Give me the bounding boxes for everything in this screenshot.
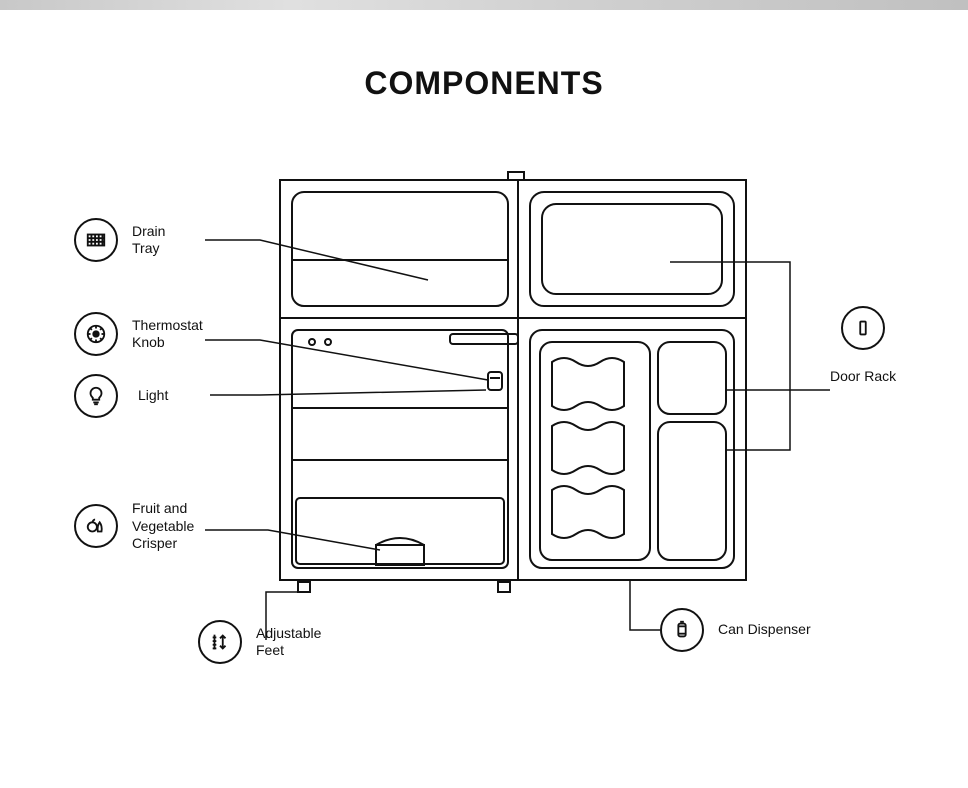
page-title: COMPONENTS [0,65,968,102]
feet-label: Adjustable Feet [256,625,321,660]
top-strip [0,0,968,10]
can-icon [660,608,704,652]
height-arrows-icon [198,620,242,664]
tall-rect-icon [841,306,885,350]
callout-can-dispenser: Can Dispenser [660,608,811,652]
callout-feet: Adjustable Feet [198,620,321,664]
drain-tray-label: Drain Tray [132,223,165,258]
callout-crisper: Fruit and Vegetable Crisper [74,500,194,553]
can-dispenser-label: Can Dispenser [718,621,811,639]
callout-drain-tray: Drain Tray [74,218,165,262]
callout-door-rack: Door Rack [830,306,896,386]
produce-icon [74,504,118,548]
bulb-icon [74,374,118,418]
grid-icon [74,218,118,262]
crisper-label: Fruit and Vegetable Crisper [132,500,194,553]
light-label: Light [132,387,168,405]
callout-thermostat: Thermostat Knob [74,312,203,356]
thermostat-label: Thermostat Knob [132,317,203,352]
door-rack-label: Door Rack [830,368,896,386]
dial-icon [74,312,118,356]
callout-light: Light [74,374,168,418]
